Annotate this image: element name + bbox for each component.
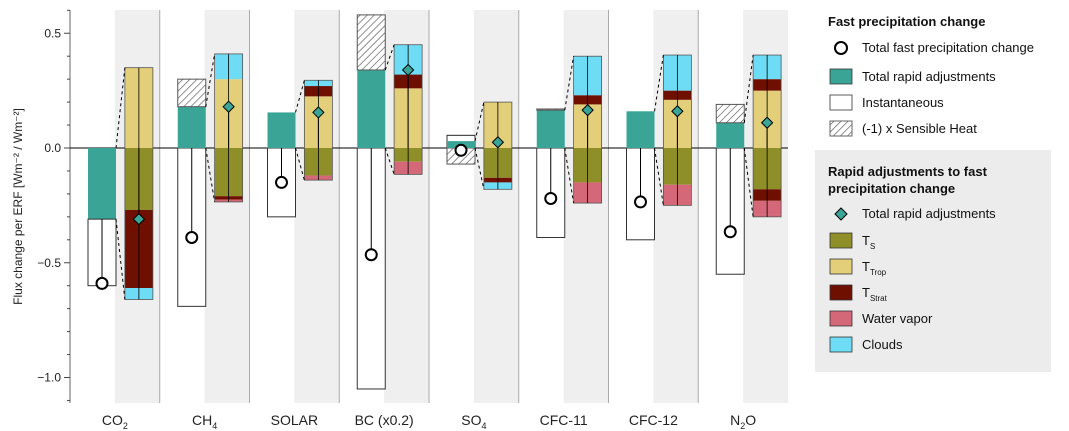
legend-label-total_rapid_diamond: Total rapid adjustments [862,206,996,221]
connector-top [115,67,126,149]
total-rapid-diamond [132,212,146,226]
connector-bottom [654,147,664,206]
x-label-cfc12: CFC-12 [629,412,678,428]
legend-label-wv: Water vapor [862,311,933,326]
sensible-heat-bar [177,78,207,108]
total-rapid-bar [267,112,296,148]
x-label-ch4: CH4 [192,412,217,431]
legend-label-total_rapid: Total rapid adjustments [862,69,996,84]
total-fast-marker [454,143,468,157]
legend-label-clouds: Clouds [862,337,903,352]
legend-label-sensible: (-1) x Sensible Heat [862,121,977,136]
legend-rapid-box [815,150,1051,372]
connector-top [205,53,216,107]
total-rapid-diamond [581,103,594,117]
x-label-solar: SOLAR [271,412,318,428]
total-rapid-diamond [222,100,235,113]
connector-bottom [384,147,395,175]
legend-swatch-tstrat [829,284,853,301]
total-fast-marker [95,276,109,290]
sensible-heat-bar [715,103,745,124]
connector-bottom [115,219,126,300]
x-label-cfc11: CFC-11 [540,412,588,428]
total-rapid-bar [536,110,565,148]
total-rapid-diamond [671,105,684,118]
legend-swatch-wv [829,310,853,327]
legend-swatch-total_rapid [829,68,853,85]
total-fast-marker [364,248,378,262]
legend-label-instantaneous: Instantaneous [862,95,944,110]
panel-bg-solar [294,10,340,403]
y-tick-label: −0.5 [37,256,61,270]
y-axis-label: Flux change per ERF [Wm⁻² / Wm⁻²] [11,108,25,305]
total-fast-marker [723,225,737,239]
total-rapid-bar [357,69,386,148]
total-fast-marker [544,191,558,205]
total-rapid-diamond [401,63,415,77]
legend-circle-icon [834,41,848,55]
x-label-bc: BC (x0.2) [355,412,414,428]
legend-label-tstrat: TStrat [862,285,888,303]
total-fast-marker [185,231,199,245]
total-rapid-diamond [760,116,774,129]
legend-hatch-swatch [829,120,853,137]
legend-swatch-ttrop [829,258,853,275]
legend-label-total_fast: Total fast precipitation change [862,40,1034,55]
connector-top [743,54,754,123]
y-tick-label: −1.0 [37,371,61,385]
x-label-n2o: N2O [730,412,756,431]
connector-top [384,44,395,71]
legend-rapid-title-2: precipitation change [828,181,955,196]
x-label-so4: SO4 [461,412,486,431]
total-rapid-diamond [312,106,325,119]
total-rapid-bar [177,106,206,148]
total-fast-marker [275,175,288,189]
legend-swatch-instantaneous [829,94,853,111]
total-rapid-bar [716,122,745,148]
legend-label-ttrop: TTrop [862,259,887,277]
panel-bg-so4 [473,10,519,403]
total-rapid-diamond [491,136,505,149]
legend-diamond-icon [834,207,848,221]
sensible-heat-bar [356,14,386,71]
connector-top [474,101,485,142]
sensible-heat-bar [536,108,566,111]
legend-rapid-title-1: Rapid adjustments to fast [828,164,988,179]
total-rapid-bar [88,148,116,220]
legend-swatch-ts [829,232,853,249]
total-rapid-bar [626,111,655,148]
x-label-co2: CO2 [102,412,128,431]
y-tick-label: 0.0 [44,141,61,155]
connector-bottom [474,147,485,190]
total-fast-marker [634,195,647,209]
y-tick-label: 0.5 [44,26,61,40]
plot-area: 0.5 0.0 −0.5 −1.0 Flux change per ERF [Wm⁻² … [11,9,788,431]
legend-label-ts: TS [862,233,875,251]
legend-fast-title: Fast precipitation change [828,14,985,29]
legend-swatch-clouds [829,336,853,353]
legend: Fast precipitation change Total fast prec… [815,14,1051,372]
